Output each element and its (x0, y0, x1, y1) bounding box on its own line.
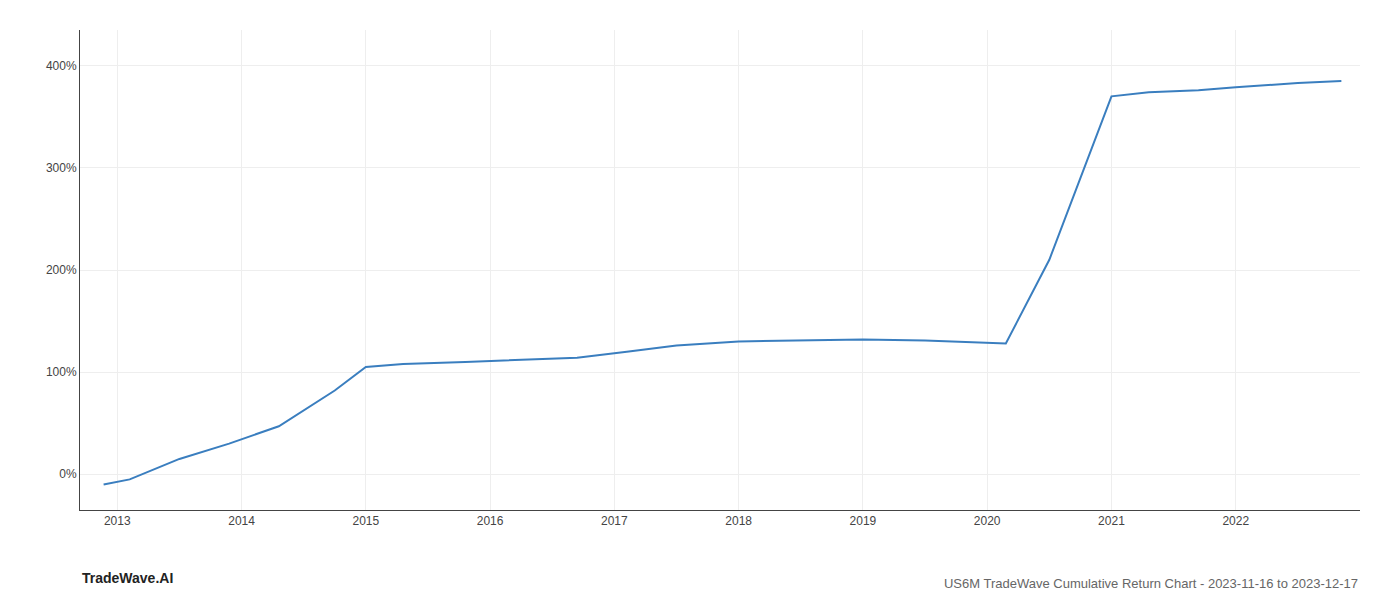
svg-text:2022: 2022 (1222, 514, 1249, 528)
svg-text:2013: 2013 (104, 514, 131, 528)
svg-text:200%: 200% (46, 263, 77, 277)
svg-text:2018: 2018 (725, 514, 752, 528)
svg-text:400%: 400% (46, 59, 77, 73)
svg-text:0%: 0% (59, 467, 77, 481)
svg-text:TradeWave.AI: TradeWave.AI (82, 570, 173, 586)
svg-text:2019: 2019 (850, 514, 877, 528)
svg-text:2017: 2017 (601, 514, 628, 528)
svg-text:2014: 2014 (228, 514, 255, 528)
svg-text:US6M TradeWave Cumulative Retu: US6M TradeWave Cumulative Return Chart -… (944, 576, 1358, 591)
svg-text:300%: 300% (46, 161, 77, 175)
svg-text:2015: 2015 (352, 514, 379, 528)
svg-text:2020: 2020 (974, 514, 1001, 528)
svg-text:2021: 2021 (1098, 514, 1125, 528)
svg-text:2016: 2016 (477, 514, 504, 528)
svg-text:100%: 100% (46, 365, 77, 379)
